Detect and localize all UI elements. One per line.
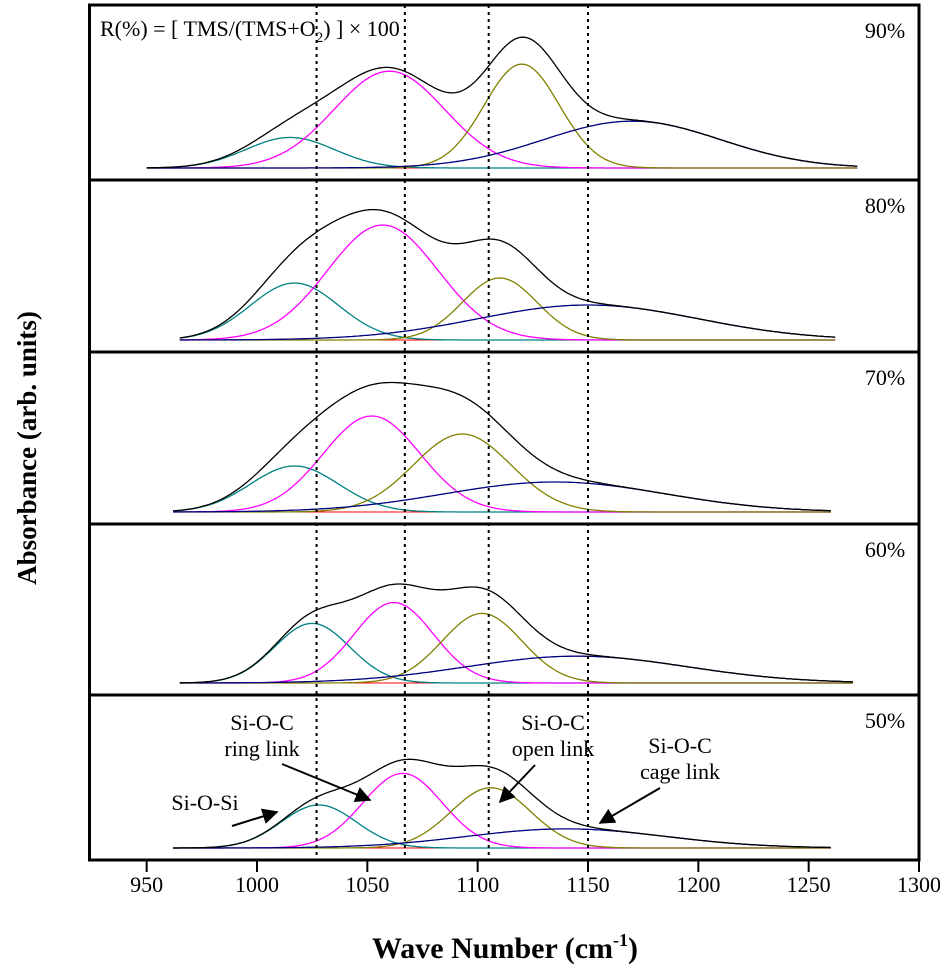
x-label-text: ) bbox=[628, 932, 638, 965]
formula: R(%) = [ TMS/(TMS+O2) ] × 100 bbox=[100, 16, 400, 46]
arrow bbox=[598, 787, 661, 824]
peak-curve bbox=[173, 465, 831, 513]
panel-label: 50% bbox=[865, 708, 905, 733]
peak-curve bbox=[179, 277, 836, 341]
peak-curve bbox=[179, 224, 836, 341]
peak-curve bbox=[179, 601, 853, 684]
annotation: open link bbox=[512, 736, 595, 761]
x-tick-label: 1100 bbox=[456, 872, 499, 897]
annotations: Si-O-Si Si-O-C ring link Si-O-C open lin… bbox=[171, 710, 720, 827]
x-tick-label: 1200 bbox=[676, 872, 720, 897]
annotation: Si-O-C bbox=[648, 733, 712, 758]
peak-curve bbox=[173, 772, 831, 849]
arrow bbox=[281, 763, 372, 802]
formula-sub: 2 bbox=[316, 30, 324, 46]
x-tick-label: 1050 bbox=[345, 872, 389, 897]
peak-curve bbox=[179, 622, 853, 684]
arrow bbox=[231, 808, 279, 827]
annotation: Si-O-C bbox=[521, 710, 585, 735]
peak-curve bbox=[146, 120, 858, 169]
peak-curve bbox=[173, 433, 831, 513]
peak-curve bbox=[179, 655, 853, 684]
annotation: ring link bbox=[224, 736, 299, 761]
sum-curve bbox=[173, 758, 831, 849]
peak-curve bbox=[173, 787, 831, 849]
x-tick-label: 1150 bbox=[566, 872, 609, 897]
annotation: Si-O-C bbox=[230, 710, 294, 735]
peak-curve bbox=[146, 70, 858, 169]
peak-curve bbox=[179, 612, 853, 684]
plot-frame bbox=[88, 3, 921, 862]
peak-curve bbox=[173, 481, 831, 513]
x-tick-label: 1250 bbox=[787, 872, 831, 897]
sum-curve bbox=[179, 583, 853, 684]
plot-area: 90% 80% 70% 60% 50% 950 1000 1050 1100 1150 1200 12… bbox=[88, 3, 940, 897]
panel-label: 90% bbox=[865, 18, 905, 43]
x-label-text: Wave Number (cm bbox=[372, 932, 613, 965]
x-tick-label: 1000 bbox=[235, 872, 279, 897]
x-label-sup: -1 bbox=[613, 930, 628, 950]
arrow bbox=[498, 764, 536, 804]
formula-text: ) ] × 100 bbox=[323, 16, 400, 41]
panel-label: 80% bbox=[865, 193, 905, 218]
x-tick-label: 950 bbox=[130, 872, 163, 897]
panel-label: 60% bbox=[865, 537, 905, 562]
formula-text: R(%) = [ TMS/(TMS+O bbox=[100, 16, 316, 41]
sum-curve bbox=[173, 381, 831, 512]
annotation: cage link bbox=[640, 759, 720, 784]
panel-label: 70% bbox=[865, 365, 905, 390]
sum-curve bbox=[146, 36, 858, 169]
peak-curve bbox=[179, 304, 836, 341]
x-tick-label: 1300 bbox=[897, 872, 940, 897]
peak-curve bbox=[173, 804, 831, 849]
peak-curve bbox=[173, 415, 831, 513]
x-axis-label: Wave Number (cm-1) bbox=[372, 930, 638, 965]
annotation: Si-O-Si bbox=[171, 790, 238, 815]
y-axis-label: Absorbance (arb. units) bbox=[12, 311, 42, 585]
sum-curve bbox=[179, 208, 836, 339]
